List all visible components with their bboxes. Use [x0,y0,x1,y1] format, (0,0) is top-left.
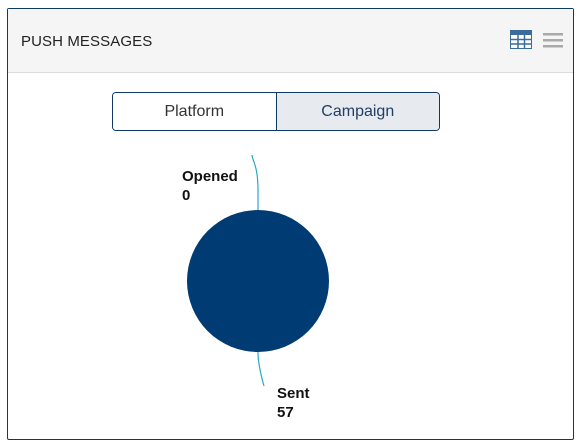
opened-category-label: Opened [182,168,238,185]
sent-value-label: 57 [277,404,294,421]
widget-header: PUSH MESSAGES [8,9,573,73]
sent-category-label: Sent [277,385,310,402]
menu-icon[interactable] [543,32,563,48]
widget-title: PUSH MESSAGES [21,33,153,50]
opened-leader-line [251,154,259,210]
platform-toggle-button[interactable]: Platform [113,93,276,130]
pie-chart: Opened 0 Sent 57 [182,154,329,421]
table-icon[interactable] [510,30,532,49]
view-toggle: Platform Campaign [112,92,440,131]
campaign-toggle-button[interactable]: Campaign [275,93,439,130]
pie-slice-sent[interactable] [187,210,329,352]
push-messages-widget: PUSH MESSAGES Platform Campaign Opened 0 S… [7,8,574,440]
sent-leader-line [257,351,265,387]
opened-value-label: 0 [182,187,190,204]
